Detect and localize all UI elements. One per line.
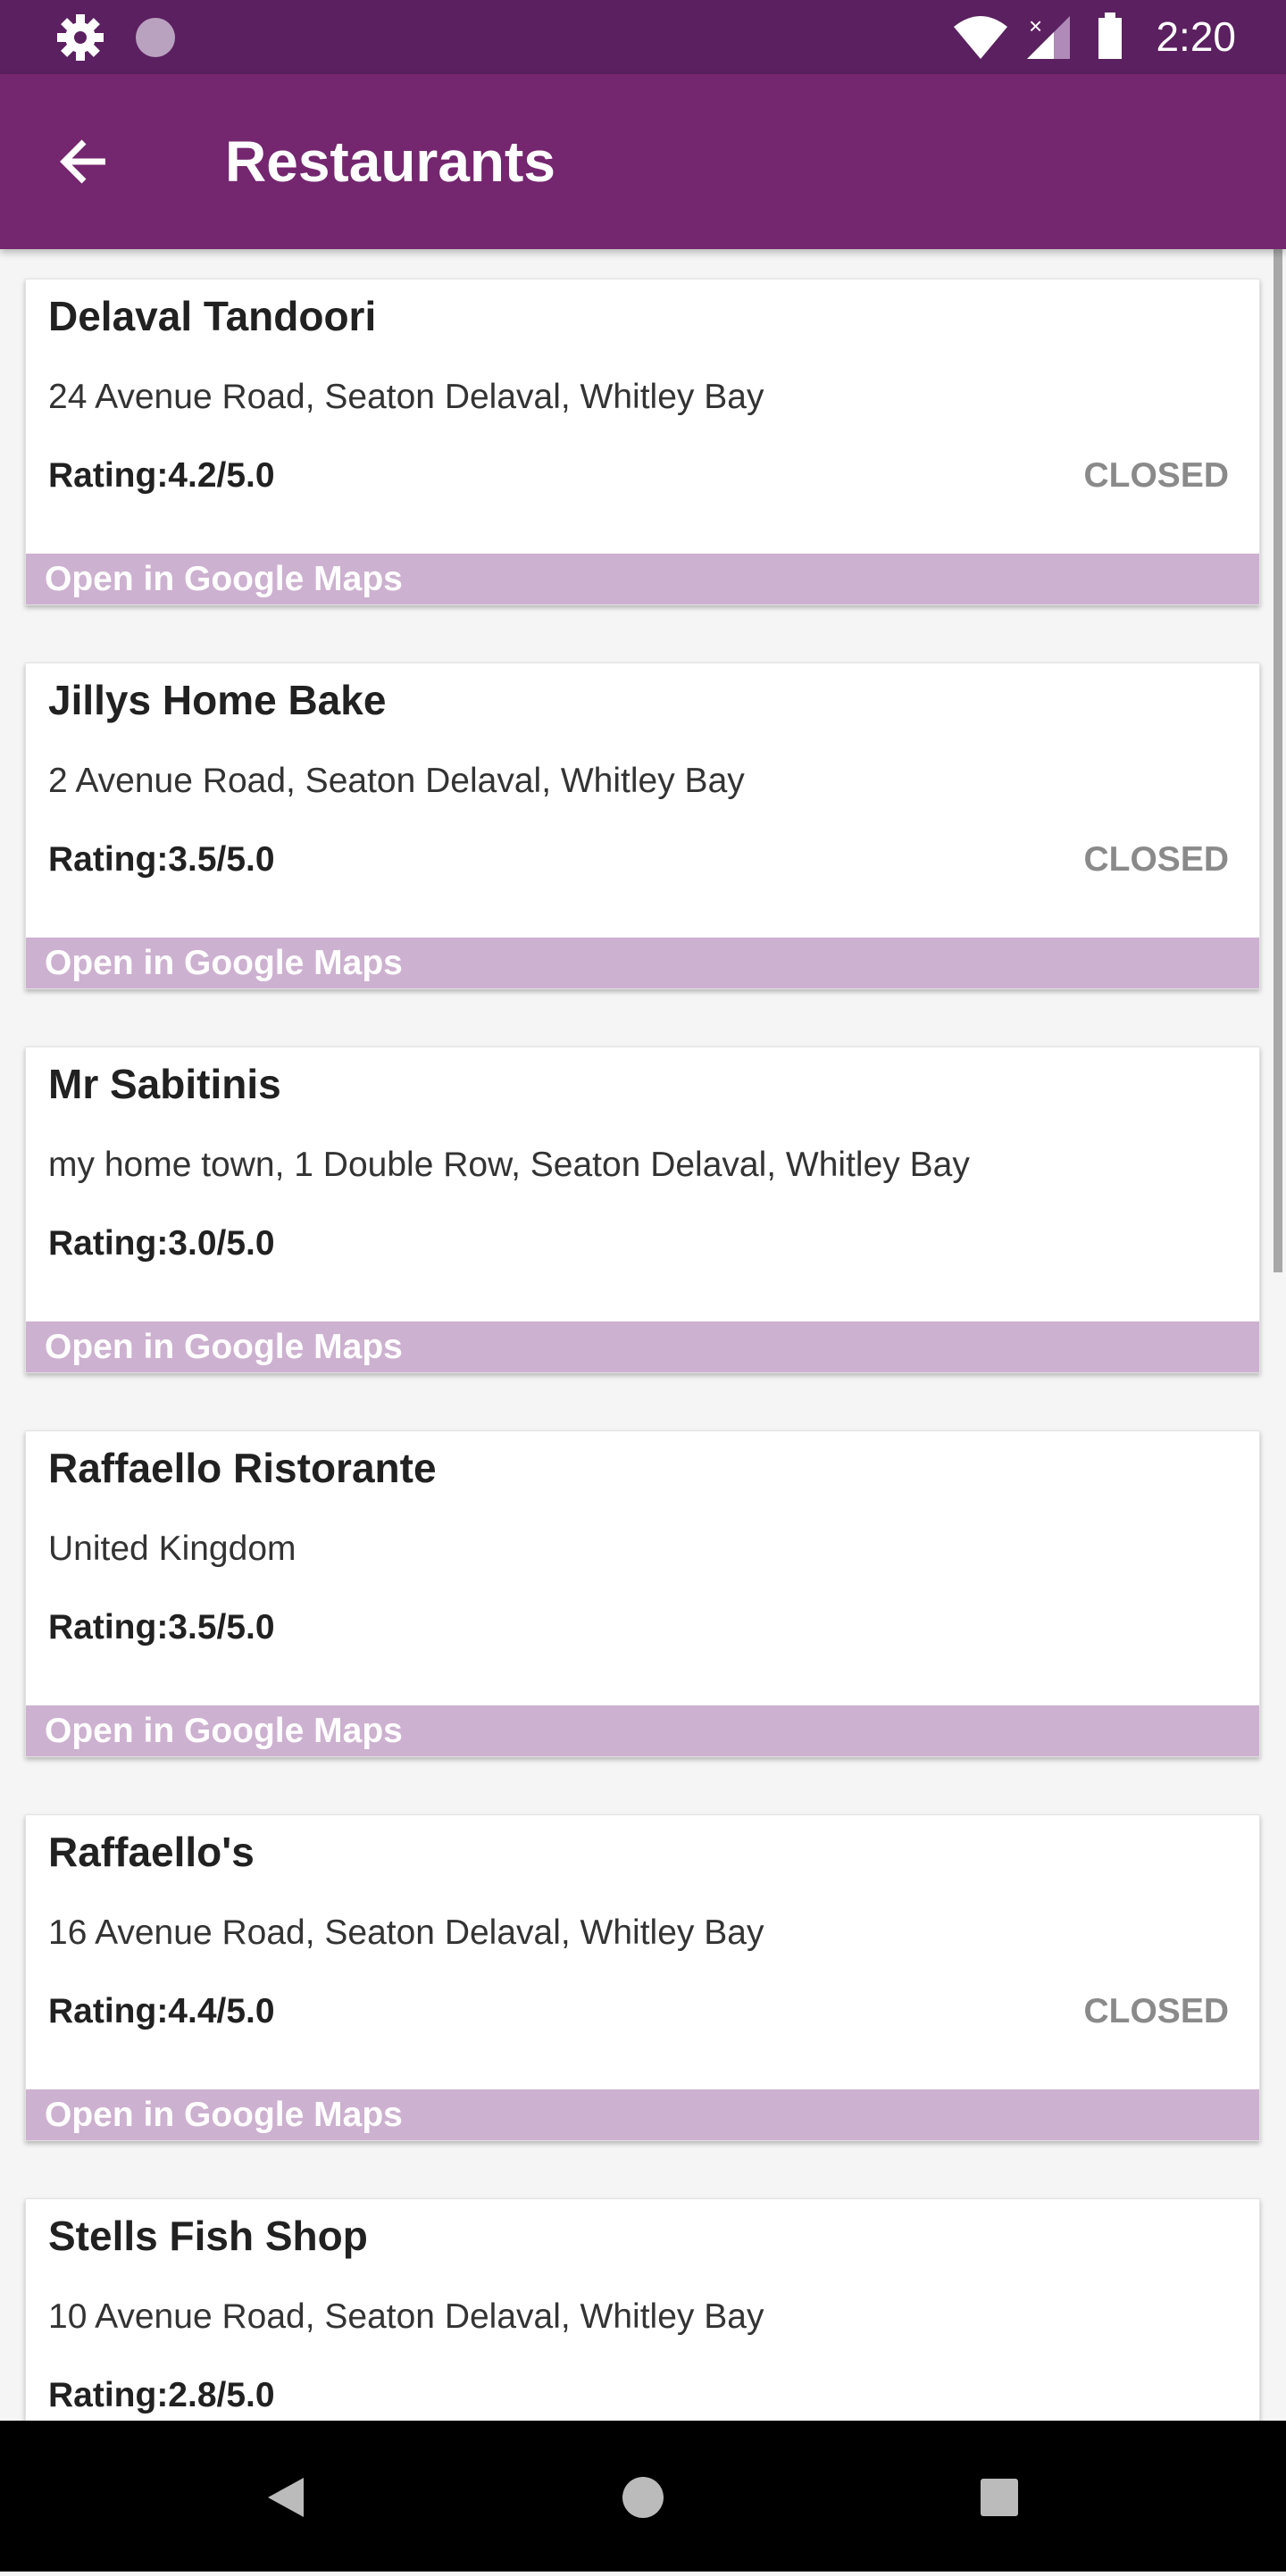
open-maps-button[interactable]: Open in Google Maps <box>26 1705 1259 1756</box>
restaurant-rating: Rating:2.8/5.0 <box>48 2376 275 2414</box>
scrollbar <box>1273 249 1282 1272</box>
restaurant-card[interactable]: Raffaello Ristorante United Kingdom Rating… <box>25 1430 1260 1757</box>
restaurant-name: Jillys Home Bake <box>48 677 387 723</box>
restaurant-name: Mr Sabitinis <box>48 1061 281 1107</box>
restaurant-card[interactable]: Raffaello's 16 Avenue Road, Seaton Delava… <box>25 1814 1260 2141</box>
restaurant-name: Stells Fish Shop <box>48 2213 368 2259</box>
nav-recents[interactable] <box>981 2479 1018 2516</box>
restaurant-card[interactable]: Stells Fish Shop 10 Avenue Road, Seaton D… <box>25 2198 1260 2421</box>
restaurant-name: Delaval Tandoori <box>48 293 377 339</box>
restaurant-name: Raffaello's <box>48 1829 255 1875</box>
open-maps-button[interactable]: Open in Google Maps <box>26 938 1259 988</box>
restaurant-address: United Kingdom <box>48 1530 296 1568</box>
navigation-bar <box>0 2421 1286 2572</box>
restaurant-rating: Rating:3.5/5.0 <box>48 840 275 879</box>
restaurant-address: 24 Avenue Road, Seaton Delaval, Whitley … <box>48 378 764 416</box>
open-maps-button[interactable]: Open in Google Maps <box>26 1321 1259 1372</box>
restaurant-address: 2 Avenue Road, Seaton Delaval, Whitley B… <box>48 762 745 800</box>
restaurant-rating: Rating:4.2/5.0 <box>48 456 275 495</box>
status-bar: × 2:20 <box>0 0 1286 74</box>
open-maps-button[interactable]: Open in Google Maps <box>26 2089 1259 2140</box>
restaurant-rating: Rating:3.0/5.0 <box>48 1224 275 1263</box>
restaurant-card[interactable]: Jillys Home Bake 2 Avenue Road, Seaton De… <box>25 663 1260 989</box>
restaurant-list: Delaval Tandoori 24 Avenue Road, Seaton D… <box>0 249 1286 2421</box>
restaurant-address: my home town, 1 Double Row, Seaton Delav… <box>48 1146 970 1184</box>
svg-text:×: × <box>1029 13 1042 39</box>
restaurant-card[interactable]: Delaval Tandoori 24 Avenue Road, Seaton D… <box>25 279 1260 605</box>
status-icons: × <box>57 13 1122 61</box>
clock: 2:20 <box>1156 13 1236 60</box>
restaurant-rating: Rating:3.5/5.0 <box>48 1608 275 1646</box>
back-button[interactable] <box>52 126 123 197</box>
restaurant-card[interactable]: Mr Sabitinis my home town, 1 Double Row, … <box>25 1046 1260 1373</box>
open-status: CLOSED <box>1083 1992 1229 2030</box>
restaurant-name: Raffaello Ristorante <box>48 1445 437 1491</box>
nav-home[interactable] <box>622 2477 664 2518</box>
open-maps-button[interactable]: Open in Google Maps <box>26 554 1259 604</box>
restaurant-address: 10 Avenue Road, Seaton Delaval, Whitley … <box>48 2297 764 2336</box>
open-status: CLOSED <box>1083 840 1229 879</box>
nav-buttons <box>268 2477 1018 2518</box>
restaurant-address: 16 Avenue Road, Seaton Delaval, Whitley … <box>48 1913 764 1952</box>
restaurant-rating: Rating:4.4/5.0 <box>48 1992 275 2030</box>
app-bar: Restaurants <box>0 74 1286 249</box>
screen-title: Restaurants <box>225 129 555 194</box>
nav-back[interactable] <box>268 2478 304 2517</box>
open-status: CLOSED <box>1083 456 1229 495</box>
